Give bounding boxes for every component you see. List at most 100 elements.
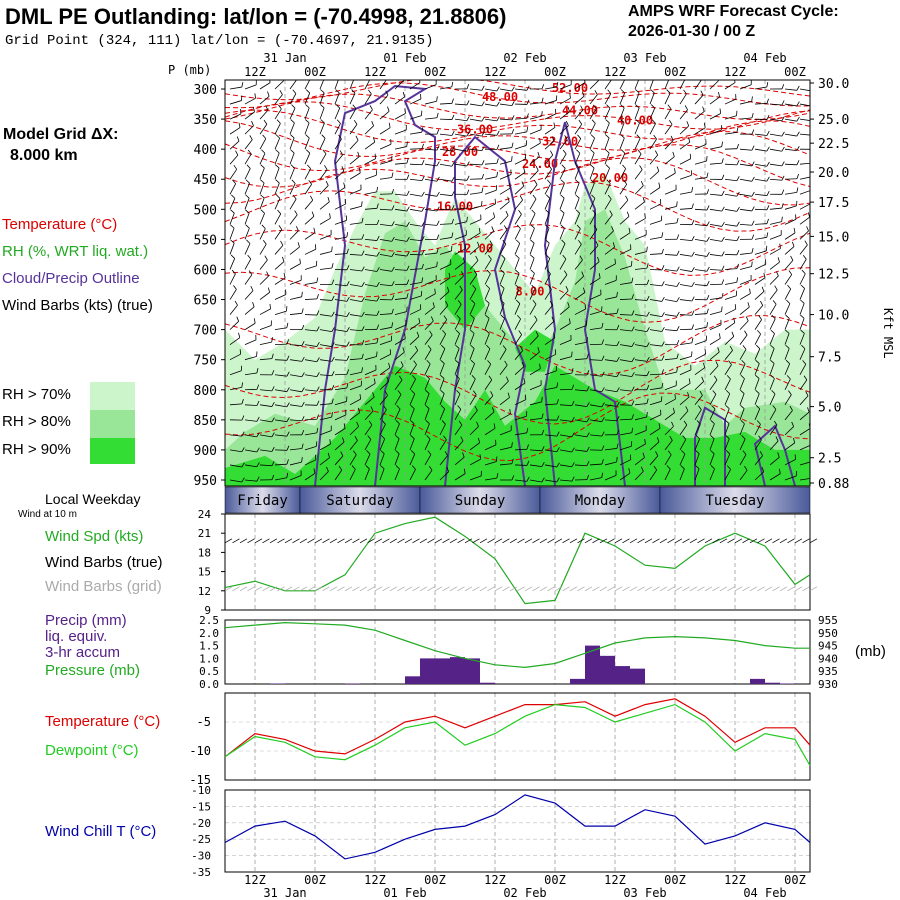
wind-barb	[619, 386, 635, 392]
wind-barb	[619, 294, 634, 300]
wind-barb-flag	[481, 173, 485, 179]
wind-barb-flag	[586, 432, 590, 438]
wind-barb-flag	[517, 314, 521, 320]
wind-barb	[574, 91, 585, 105]
wind-barb	[274, 339, 289, 346]
wind-barb-flag	[530, 239, 535, 244]
wind-barb	[649, 80, 654, 90]
wind-barb	[784, 359, 791, 375]
wind-barb-flag	[275, 149, 280, 154]
wind-barb	[589, 339, 605, 346]
wind-barb-staff	[559, 243, 566, 255]
wind-barb-flag	[561, 239, 566, 244]
wind-barb-flag	[466, 189, 470, 195]
wind-barb-flag	[541, 396, 543, 402]
wind-barb	[469, 255, 479, 270]
wind-barb	[709, 125, 722, 135]
wind-barb-flag	[346, 327, 350, 332]
forecast-cycle-value: 2026-01-30 / 00 Z	[628, 23, 756, 40]
wind-barb	[484, 473, 499, 481]
wind-barb	[259, 417, 275, 423]
wind-barb-staff	[439, 102, 453, 105]
wind-barb-staff	[244, 228, 250, 240]
wind-barb	[304, 441, 318, 451]
wind-barb-grid	[292, 586, 300, 592]
wind-barb-staff	[349, 358, 362, 361]
wind-barb	[244, 120, 254, 135]
wind-barb	[334, 437, 345, 451]
wind-barb	[634, 371, 650, 377]
wind-barb	[634, 398, 649, 406]
wind-barb-flag	[620, 89, 625, 94]
wind-barb	[484, 212, 496, 225]
wind-barb-staff	[274, 277, 286, 285]
wind-barb	[319, 165, 328, 180]
wind-barb	[334, 119, 341, 135]
wind-barb-staff	[349, 254, 362, 256]
wind-barb	[484, 284, 491, 300]
wind-barb-staff	[424, 163, 437, 167]
wind-barb	[799, 360, 807, 375]
wind-barb-flag	[631, 414, 634, 420]
wind-barb-flag	[590, 149, 595, 154]
wind-barb	[424, 161, 440, 167]
wind-barb	[274, 90, 283, 105]
wind-barb-true	[614, 538, 623, 544]
wind-barb-flag	[471, 375, 476, 380]
wind-barb-flag	[676, 339, 680, 345]
wind-barb-staff	[739, 117, 752, 120]
wind-barb-staff	[769, 133, 782, 137]
wind-barb-flag	[301, 372, 305, 377]
wind-barb-flag	[346, 248, 349, 254]
wind-barb-flag	[436, 145, 440, 151]
wind-barb-flag	[361, 250, 365, 256]
wind-barb-staff	[349, 454, 357, 466]
wind-barb-flag	[515, 239, 521, 244]
temperature-contour	[225, 101, 810, 131]
wind-barb-staff	[544, 113, 556, 120]
wind-barb	[364, 251, 380, 257]
wind-barb-flag	[421, 206, 425, 212]
wind-barb-flag	[316, 372, 320, 377]
wind-barb	[439, 286, 450, 300]
wind-barb-staff	[769, 304, 777, 315]
wind-barb-staff	[229, 198, 236, 210]
wind-barb	[559, 432, 575, 438]
wind-barb-staff	[649, 236, 662, 240]
wind-barb-staff	[484, 103, 497, 107]
wind-barb-staff	[694, 269, 707, 272]
wind-barb	[709, 206, 725, 212]
weekday-segment	[419, 486, 541, 514]
wind-barb-staff	[469, 260, 479, 270]
wind-barb	[724, 250, 740, 256]
wind-barb-staff	[514, 158, 526, 165]
wind-barb-flag	[571, 368, 574, 374]
wind-barb-flag	[655, 451, 659, 457]
wind-barb	[499, 115, 515, 121]
pressure-tick-label: 650	[194, 294, 217, 309]
wind-barb-staff	[694, 160, 707, 165]
wind-barb-staff	[259, 259, 268, 270]
wind-barb-staff	[259, 325, 272, 330]
wind-barb-flag	[575, 179, 580, 184]
wind-barb	[409, 110, 423, 120]
wind-barb	[514, 427, 529, 436]
wind-barb	[739, 234, 755, 240]
wind-barb	[484, 344, 491, 360]
temp-tick-label: -5	[197, 715, 211, 729]
wind-barb	[409, 250, 425, 256]
wind-barb	[799, 255, 807, 270]
wind-barb-staff	[784, 426, 794, 436]
wind-barb-staff	[529, 288, 536, 300]
wind-barb-flag	[301, 341, 305, 346]
wind-barb-flag	[494, 198, 497, 204]
wind-barb-flag	[376, 338, 379, 344]
wind-barb-flag	[354, 435, 358, 441]
wind-barb-staff	[379, 208, 393, 211]
wind-barb	[244, 209, 250, 225]
wind-barb	[424, 96, 438, 105]
wind-barb-flag	[666, 89, 671, 94]
wind-barb-flag	[353, 119, 358, 125]
wind-barb-staff	[469, 205, 482, 210]
wind-barb-flag	[620, 119, 625, 124]
